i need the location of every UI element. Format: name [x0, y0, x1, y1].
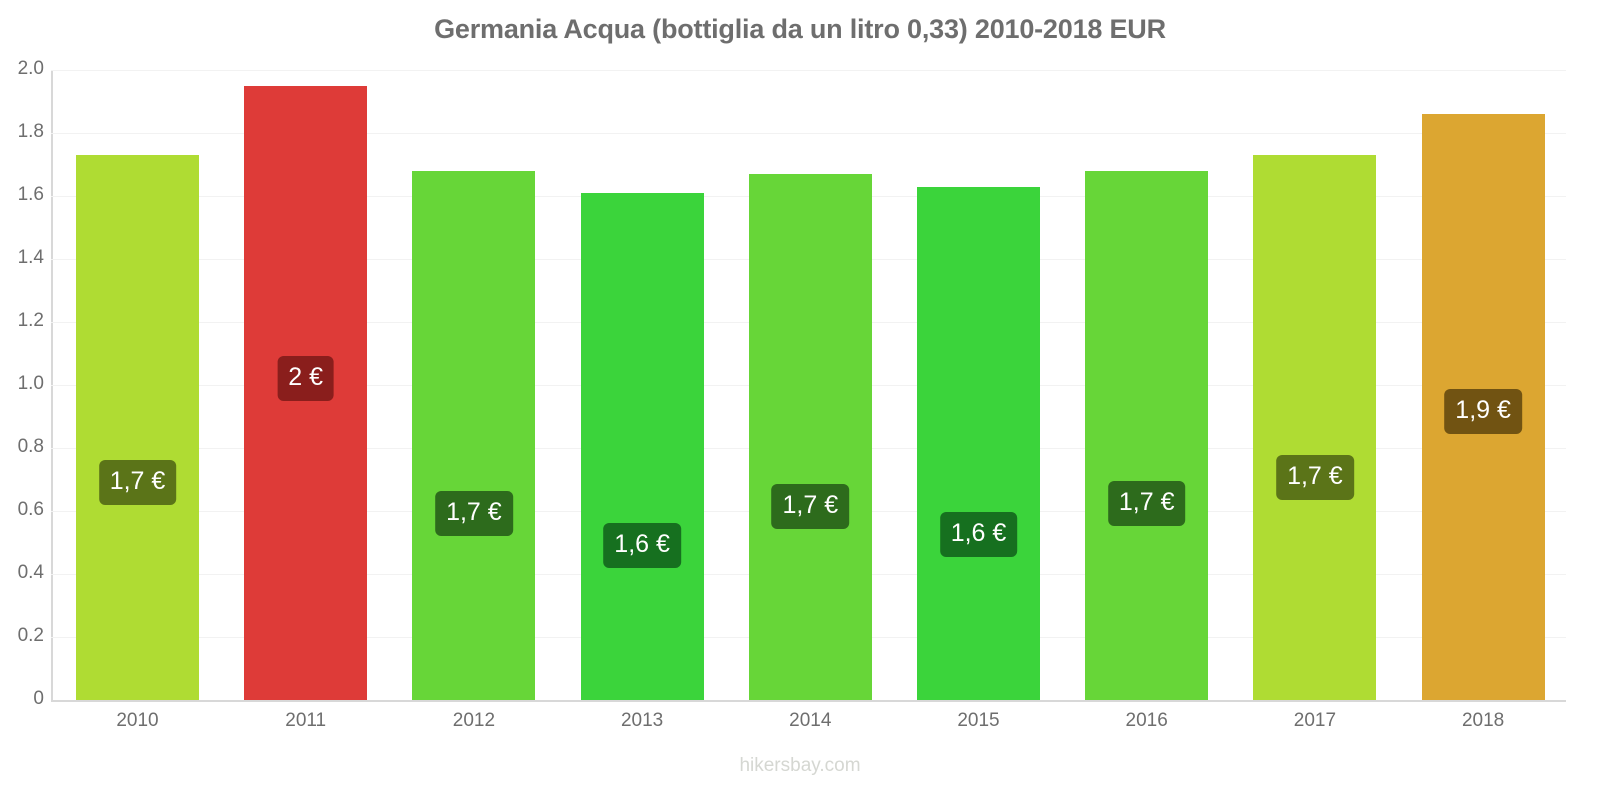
x-tick-label: 2014	[789, 710, 832, 731]
gridline	[51, 70, 1566, 71]
x-axis-baseline	[51, 700, 1566, 702]
y-tick-label: 1.8	[17, 121, 44, 142]
x-tick-label: 2012	[452, 710, 496, 731]
y-tick-label: 1.4	[17, 247, 44, 268]
x-tick-label: 2018	[1461, 710, 1505, 731]
bar-value-label: 1,7 €	[1107, 480, 1186, 526]
bar[interactable]: 1,7 €	[1253, 155, 1377, 700]
bar[interactable]: 1,6 €	[580, 192, 704, 700]
bar-value-label: 1,7 €	[98, 460, 177, 506]
y-tick-label: 0	[33, 688, 44, 709]
bar[interactable]: 2 €	[244, 85, 368, 700]
bar-value-label: 1,7 €	[1276, 455, 1354, 501]
y-tick-label: 0.4	[17, 562, 44, 583]
bar-value-label: 1,6 €	[603, 522, 681, 568]
y-tick-label: 0.8	[17, 436, 44, 457]
y-tick-label: 1.2	[17, 310, 44, 331]
plot-area: 1,7 € 2 € 1,7 € 1,6 € 1,7 € 1,6 € 1,7 € 1,7 € 1,…	[51, 70, 1566, 702]
y-axis-line	[51, 70, 53, 702]
bar[interactable]: 1,7 €	[1085, 170, 1209, 700]
bar[interactable]: 1,7 €	[76, 155, 199, 700]
bar[interactable]: 1,7 €	[748, 173, 872, 700]
x-tick-label: 2015	[957, 710, 1000, 731]
y-tick-label: 2.0	[17, 58, 44, 79]
chart-title: Germania Acqua (bottiglia da un litro 0,…	[434, 14, 1166, 44]
x-tick-label: 2016	[1125, 710, 1168, 731]
bar[interactable]: 1,6 €	[917, 186, 1040, 700]
bar[interactable]: 1,9 €	[1421, 114, 1545, 700]
y-tick-label: 1.0	[17, 373, 44, 394]
bar[interactable]: 1,7 €	[412, 170, 536, 700]
watermark: hikersbay.com	[739, 755, 861, 776]
bar-value-label: 2 €	[277, 355, 335, 401]
gridline	[51, 133, 1566, 134]
x-tick-label: 2011	[285, 710, 327, 731]
x-tick-label: 2017	[1293, 710, 1337, 731]
y-tick-label: 0.6	[17, 499, 44, 520]
bar-value-label: 1,7 €	[435, 490, 513, 536]
bar-value-label: 1,9 €	[1444, 389, 1522, 435]
x-tick-label: 2013	[620, 710, 664, 731]
x-tick-label: 2010	[116, 710, 159, 731]
bar-value-label: 1,7 €	[771, 483, 850, 529]
y-tick-label: 1.6	[17, 184, 44, 205]
y-tick-label: 0.2	[17, 625, 44, 646]
bar-value-label: 1,6 €	[939, 511, 1018, 557]
